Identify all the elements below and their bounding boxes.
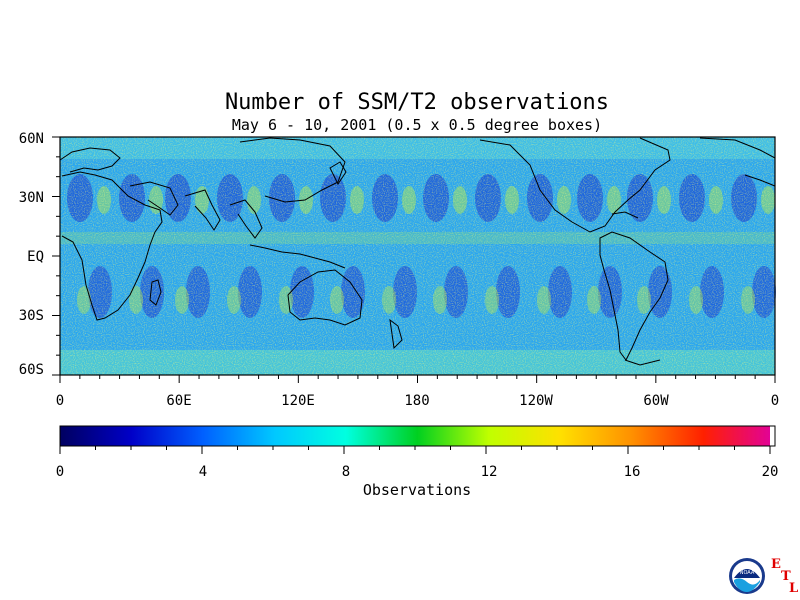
noaa-etl-logo: NOAA E T L <box>729 557 798 596</box>
arabia-coast <box>129 181 179 216</box>
lon-label-0-end: 0 <box>770 393 780 409</box>
europe-west-coast <box>744 174 776 187</box>
india-coast <box>184 189 221 231</box>
coastlines <box>59 137 776 366</box>
europe-coast <box>59 147 121 173</box>
lon-label-60w: 60W <box>643 393 669 409</box>
lon-label-120e: 120E <box>281 393 315 409</box>
indochina-coast <box>229 199 263 239</box>
east-asia-coast <box>239 137 346 203</box>
lon-label-180: 180 <box>404 393 430 409</box>
north-america-coast <box>479 137 671 233</box>
chart-subtitle: May 6 - 10, 2001 (0.5 x 0.5 degree boxes… <box>231 116 603 134</box>
indonesia-coast <box>249 244 346 269</box>
lat-label-eq: EQ <box>27 249 44 265</box>
noaa-logo-text: NOAA <box>740 570 755 576</box>
speckle-overlay <box>60 137 775 375</box>
colorbar-tick-0: 0 <box>55 464 65 480</box>
colorbar-tick-12: 12 <box>480 464 498 480</box>
logo-letter-t: T <box>781 569 791 584</box>
lon-label-0: 0 <box>55 393 65 409</box>
australia-coast <box>287 269 363 326</box>
logo-letter-e: E <box>771 557 781 572</box>
caribbean-coast <box>611 211 639 219</box>
colorbar-end-cap <box>770 426 775 446</box>
colorbar <box>59 425 776 454</box>
lat-label-60n: 60N <box>18 131 44 147</box>
colorbar-tick-8: 8 <box>341 464 351 480</box>
lat-label-30s: 30S <box>18 308 44 324</box>
antarctic-peninsula <box>624 359 661 366</box>
lat-label-60s: 60S <box>18 362 44 378</box>
chart-title: Number of SSM/T2 observations <box>224 90 610 115</box>
colorbar-tick-20: 20 <box>761 464 779 480</box>
new-zealand-coast <box>389 318 403 350</box>
lon-label-120w: 120W <box>519 393 553 409</box>
lon-label-60e: 60E <box>166 393 192 409</box>
greenland-coast <box>699 137 776 159</box>
equatorial-band <box>60 232 775 244</box>
colorbar-tick-16: 16 <box>623 464 641 480</box>
south-america-coast <box>599 231 669 361</box>
africa-coast <box>61 171 163 321</box>
colorbar-ticks <box>59 446 771 454</box>
logo-letter-l: L <box>789 581 798 596</box>
axis-ticks <box>52 136 776 383</box>
colorbar-frame <box>59 425 776 447</box>
colorbar-tick-4: 4 <box>198 464 208 480</box>
colorbar-title: Observations <box>362 481 472 499</box>
madagascar-coast <box>149 279 162 306</box>
observation-field <box>60 137 776 375</box>
lat-label-30n: 30N <box>18 190 44 206</box>
colorbar-gradient <box>60 426 775 446</box>
japan-coast <box>329 161 347 185</box>
